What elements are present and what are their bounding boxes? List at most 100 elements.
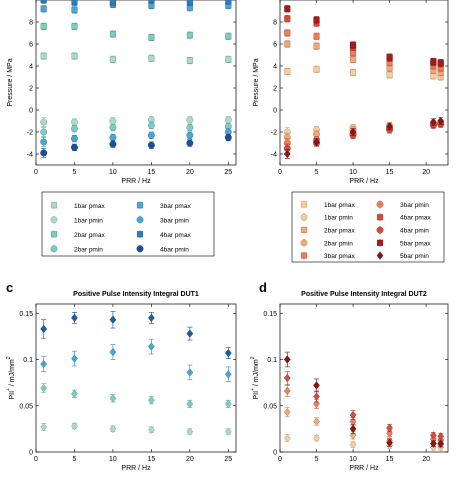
legend-label: 2bar pmin [324,240,353,247]
data-point [148,425,155,435]
legend-box [291,191,445,263]
data-point [349,42,357,49]
legend-marker [136,245,144,253]
plot-frame [35,303,237,453]
y-tick-label: 4 [29,64,33,71]
data-point [148,313,155,323]
data-point [71,313,78,323]
legend-marker [376,239,384,246]
data-point [313,137,320,147]
data-point [147,121,155,129]
legend-label: 2bar pmax [74,232,105,239]
x-tick-label: 15 [147,456,155,463]
series-4bar [40,311,232,359]
data-point [186,368,194,377]
y-tick-label: 6 [273,42,277,49]
legend-marker [50,202,58,209]
data-point [224,370,232,379]
plot-frame [279,0,449,166]
legend-entry: 4bar pmin [376,226,429,235]
plot-frame [35,0,237,166]
legend-marker [50,245,58,253]
x-tick-label: 0 [34,456,38,463]
legend-label: 3bar pmin [160,217,189,224]
legend-marker [300,252,308,259]
data-point [313,392,320,401]
chart-title: Positive Pulse Intensity Integral DUT1 [73,291,199,298]
data-point [71,389,78,398]
legend-entry: 2bar pmin [50,244,103,253]
data-point [148,0,155,4]
data-point [40,324,48,334]
legend-label: 4bar pmin [160,246,189,253]
data-point [148,395,155,405]
legend-marker [50,216,58,224]
data-point [386,438,393,447]
legend-marker [136,202,144,209]
data-point [186,399,194,409]
legend-marker [300,226,308,234]
data-point [186,329,194,338]
legend-entry: 2bar pmax [50,230,105,239]
data-point [71,421,78,431]
data-point [71,125,78,133]
data-point [313,33,320,40]
y-axis-label-part: 2 [250,356,256,359]
series-3bar-pmin [40,128,232,147]
y-tick-label: -4 [27,152,33,159]
data-point [148,342,155,351]
data-point [109,134,117,141]
series-2bar-pmax [40,22,232,42]
data-point [147,141,155,149]
x-tick-label: 25 [224,456,232,463]
legend-entry: 2bar pmax [300,226,355,235]
data-point [349,56,357,63]
data-point [349,424,357,434]
x-tick-label: 20 [422,169,430,176]
data-point [109,315,117,324]
legend-entry: 3bar pmin [376,200,429,209]
legend-marker [376,200,384,208]
legend-marker [376,251,384,260]
legend-marker [300,213,308,221]
series-4bar-pmax [40,0,232,6]
data-point [109,117,117,125]
data-point [284,5,291,12]
legend-label: 5bar pmax [400,240,431,247]
x-tick-label: 25 [224,169,232,176]
data-point [224,427,232,436]
legend-entry: 2bar pmin [300,238,353,247]
data-point [71,143,78,151]
data-point [349,69,357,76]
chart-panel-d: Positive Pulse Intensity Integral DUT2 0 5… [250,291,449,472]
series-1bar-pmax [40,52,232,65]
data-point [224,116,232,124]
data-point [313,381,320,390]
x-axis-label: PRR / Hz [121,465,151,472]
y-tick-label: 0.05 [19,403,33,410]
data-point [147,131,155,139]
data-point [386,423,393,433]
chart-panel-c: Positive Pulse Intensity Integral DUT1 0 5… [6,291,237,472]
data-point [40,149,48,157]
data-point [224,399,232,409]
data-point [430,58,437,65]
legend-label: 4bar pmax [160,232,191,239]
legend-label: 4bar pmax [400,215,431,222]
x-tick-label: 0 [34,169,38,176]
x-tick-label: 10 [349,456,357,463]
data-point [71,354,78,363]
data-point [186,32,193,39]
legend-entry: 4bar pmax [376,213,431,222]
data-point [109,124,117,132]
y-tick-label: 0.15 [19,311,33,318]
y-tick-label: -2 [271,130,277,137]
legend-marker [136,216,144,224]
data-point [109,424,117,434]
data-point [283,408,291,417]
data-point [313,417,320,426]
data-point [349,127,357,137]
series-5bar [283,351,445,448]
data-point [71,0,78,6]
